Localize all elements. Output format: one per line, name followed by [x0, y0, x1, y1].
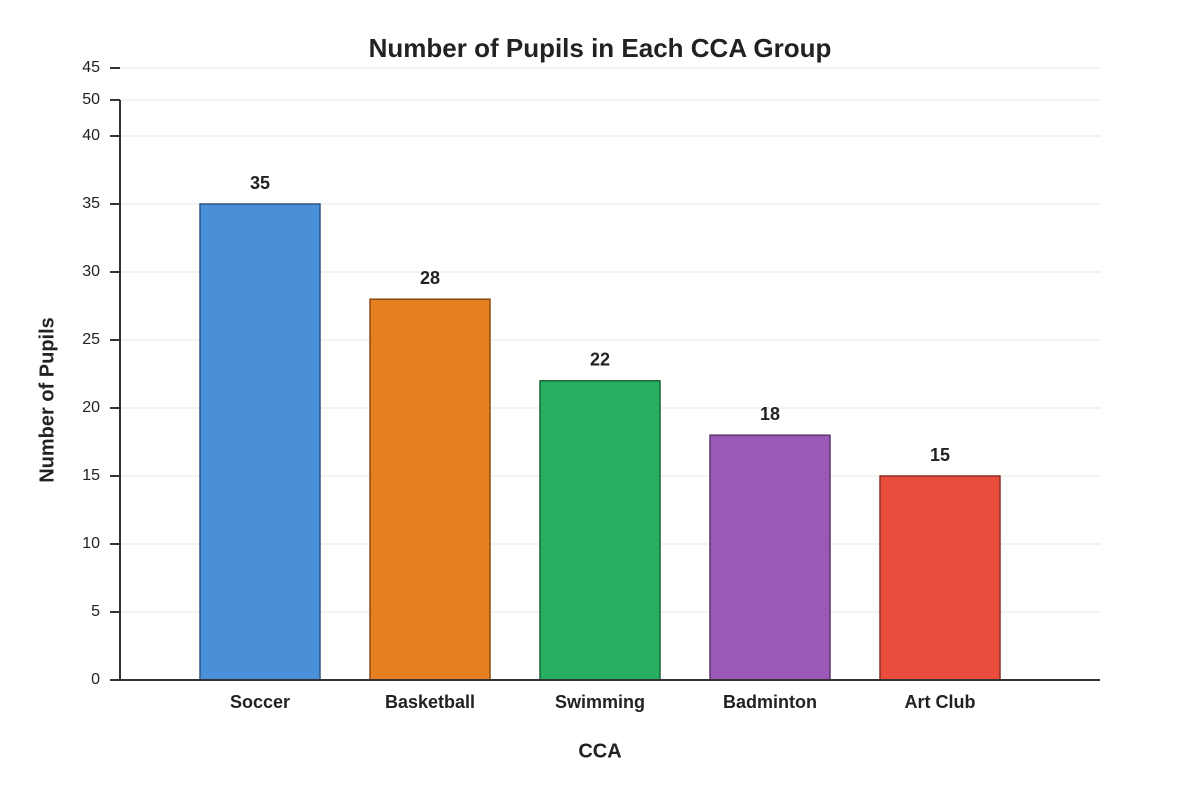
bar [369, 298, 491, 681]
x-tick-label: Swimming [555, 692, 645, 712]
y-tick-label: 45 [82, 59, 100, 76]
x-tick-label: Basketball [385, 692, 475, 712]
y-axis-label: Number of Pupils [36, 317, 58, 483]
x-tick-label: Badminton [723, 692, 817, 712]
x-tick-label: Art Club [905, 692, 976, 712]
data-label: 22 [590, 350, 610, 370]
y-tick-label: 10 [82, 535, 100, 552]
y-tick-label: 15 [82, 467, 100, 484]
data-label: 18 [760, 404, 780, 424]
y-tick-label: 5 [91, 603, 100, 620]
y-tick-label: 40 [82, 127, 100, 144]
x-axis-label: CCA [578, 740, 621, 762]
data-label: 35 [250, 173, 270, 193]
y-tick-label: 20 [82, 399, 100, 416]
y-tick-label: 25 [82, 331, 100, 348]
chart-title: Number of Pupils in Each CCA Group [369, 33, 832, 63]
x-tick-label: Soccer [230, 692, 290, 712]
data-label: 15 [930, 445, 950, 465]
y-tick-label: 0 [91, 671, 100, 688]
data-label: 28 [420, 268, 440, 288]
y-tick-label: 35 [82, 195, 100, 212]
y-tick-label: 30 [82, 263, 100, 280]
y-tick-label: 50 [82, 91, 100, 108]
bar [709, 434, 831, 681]
bar [879, 475, 1001, 681]
bar [199, 203, 321, 681]
bar [539, 380, 661, 681]
